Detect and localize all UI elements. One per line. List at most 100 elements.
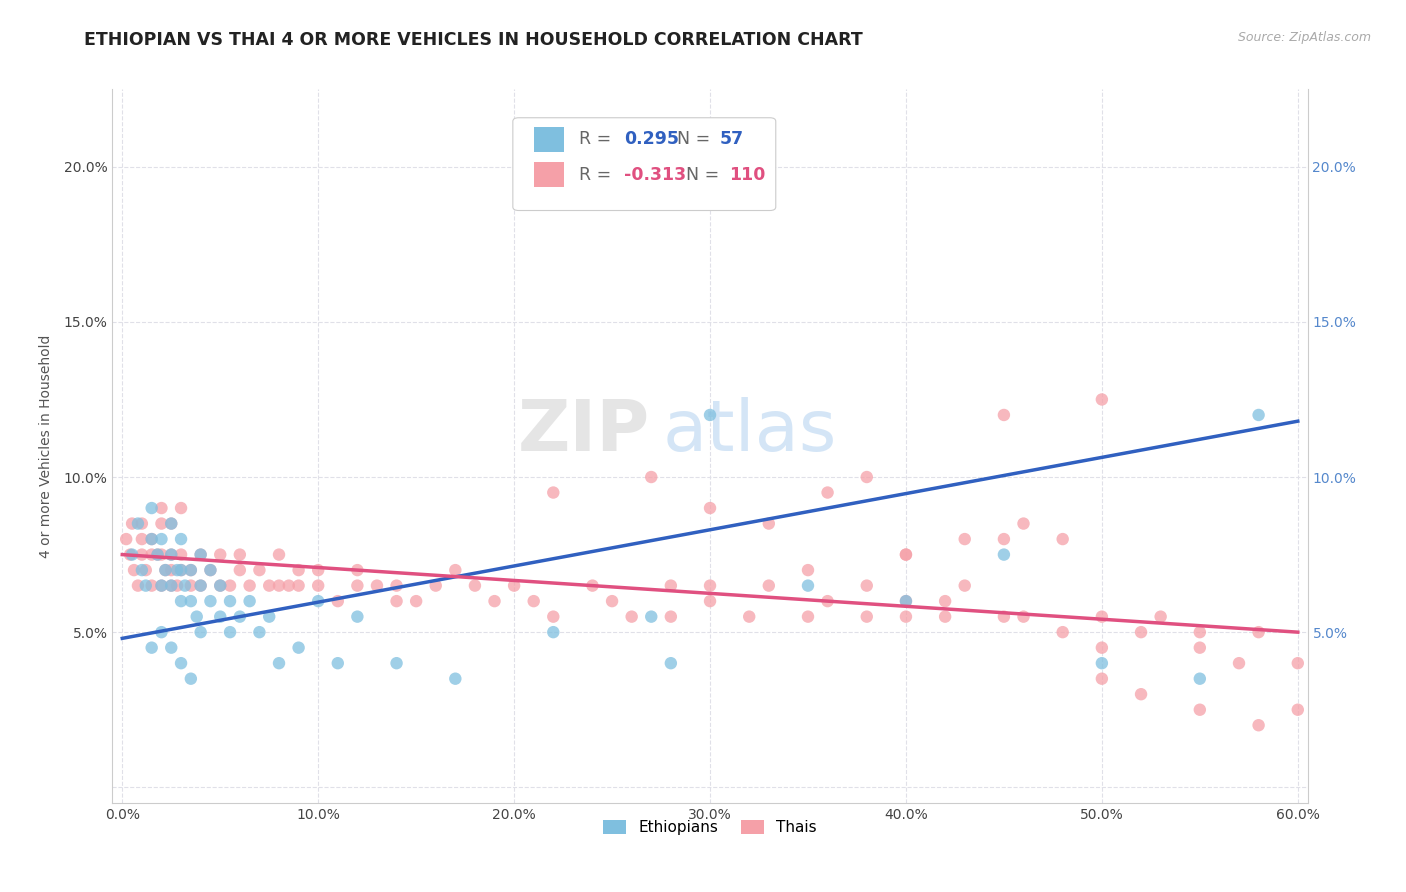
Point: [1188, 640, 1211, 655]
Point: [219, 594, 242, 608]
Point: [115, 532, 138, 546]
Point: [121, 548, 143, 562]
Text: R =: R =: [579, 130, 616, 148]
Point: [385, 656, 408, 670]
Point: [131, 563, 153, 577]
Point: [894, 548, 917, 562]
Point: [160, 548, 183, 562]
Point: [257, 579, 280, 593]
Point: [141, 501, 163, 516]
Point: [190, 625, 212, 640]
Point: [993, 548, 1015, 562]
Point: [1130, 687, 1153, 701]
Point: [855, 609, 877, 624]
Point: [155, 563, 177, 577]
Point: [620, 609, 643, 624]
Point: [180, 579, 202, 593]
Point: [200, 594, 222, 608]
Point: [346, 609, 368, 624]
Point: [346, 579, 368, 593]
Point: [209, 609, 232, 624]
Point: [894, 594, 917, 608]
Point: [277, 579, 299, 593]
Point: [1091, 392, 1114, 407]
Text: Source: ZipAtlas.com: Source: ZipAtlas.com: [1237, 31, 1371, 45]
Point: [131, 548, 153, 562]
Point: [894, 594, 917, 608]
Point: [699, 408, 721, 422]
Point: [170, 563, 193, 577]
Point: [170, 501, 193, 516]
Point: [141, 579, 163, 593]
Point: [190, 548, 212, 562]
Point: [160, 516, 183, 531]
Point: [855, 579, 877, 593]
Point: [200, 563, 222, 577]
Point: [699, 594, 721, 608]
Point: [797, 579, 820, 593]
Point: [1247, 625, 1270, 640]
Point: [797, 563, 820, 577]
Point: [934, 609, 956, 624]
Point: [993, 532, 1015, 546]
Point: [307, 594, 329, 608]
FancyBboxPatch shape: [513, 118, 776, 211]
Point: [180, 594, 202, 608]
Point: [1091, 609, 1114, 624]
Point: [1091, 672, 1114, 686]
Point: [934, 594, 956, 608]
Point: [543, 625, 565, 640]
Point: [160, 579, 183, 593]
Point: [797, 609, 820, 624]
Point: [444, 672, 467, 686]
Point: [1188, 625, 1211, 640]
Point: [581, 579, 603, 593]
Point: [160, 579, 183, 593]
Point: [640, 175, 662, 189]
Text: N =: N =: [676, 130, 716, 148]
Point: [160, 563, 183, 577]
Point: [855, 470, 877, 484]
Point: [699, 501, 721, 516]
Point: [150, 579, 173, 593]
Point: [758, 579, 780, 593]
Point: [640, 470, 662, 484]
FancyBboxPatch shape: [534, 127, 564, 152]
Point: [894, 548, 917, 562]
Point: [1286, 703, 1309, 717]
Point: [1188, 672, 1211, 686]
Point: [1247, 718, 1270, 732]
Point: [180, 563, 202, 577]
Point: [122, 563, 145, 577]
Point: [385, 579, 408, 593]
Point: [817, 485, 839, 500]
Point: [209, 548, 232, 562]
Point: [219, 579, 242, 593]
Point: [659, 609, 682, 624]
Point: [287, 640, 309, 655]
Point: [1091, 656, 1114, 670]
Point: [444, 563, 467, 577]
Point: [155, 563, 177, 577]
Point: [120, 548, 142, 562]
Point: [229, 609, 252, 624]
Point: [405, 594, 427, 608]
Point: [894, 609, 917, 624]
Point: [659, 656, 682, 670]
Point: [953, 532, 976, 546]
Point: [166, 563, 188, 577]
Point: [307, 563, 329, 577]
Point: [287, 563, 309, 577]
Point: [953, 579, 976, 593]
Point: [1052, 625, 1074, 640]
Point: [257, 609, 280, 624]
Point: [200, 563, 222, 577]
Point: [170, 563, 193, 577]
Point: [758, 516, 780, 531]
Point: [160, 516, 183, 531]
Point: [150, 548, 173, 562]
FancyBboxPatch shape: [534, 162, 564, 187]
Point: [209, 579, 232, 593]
Point: [209, 579, 232, 593]
Point: [1286, 656, 1309, 670]
